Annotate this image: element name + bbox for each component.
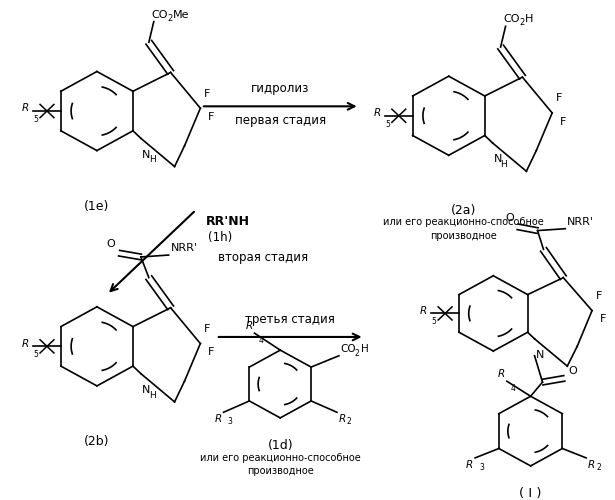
Text: 5: 5 (33, 350, 38, 359)
Text: 2: 2 (355, 348, 360, 358)
Text: R: R (420, 306, 427, 316)
Text: CO: CO (152, 10, 169, 20)
Text: CO: CO (341, 344, 357, 354)
Text: R: R (22, 338, 29, 348)
Text: 2: 2 (520, 18, 525, 28)
Text: F: F (208, 348, 215, 358)
Text: H: H (525, 14, 533, 24)
Text: или его реакционно-способное
производное: или его реакционно-способное производное (200, 452, 360, 476)
Text: NRR': NRR' (567, 217, 594, 227)
Text: H: H (360, 344, 368, 354)
Text: 2: 2 (596, 462, 601, 471)
Text: (2a): (2a) (451, 204, 476, 217)
Text: N: N (142, 150, 150, 160)
Text: R: R (588, 460, 595, 470)
Text: N: N (142, 385, 150, 395)
Text: третья стадия: третья стадия (245, 312, 335, 326)
Text: 5: 5 (33, 115, 38, 124)
Text: (1d): (1d) (268, 438, 293, 452)
Text: R: R (466, 460, 473, 470)
Text: 4: 4 (258, 336, 263, 345)
Text: H: H (149, 156, 156, 164)
Text: O: O (568, 366, 577, 376)
Text: CO: CO (504, 14, 520, 24)
Text: 2: 2 (168, 14, 173, 22)
Text: H: H (149, 390, 156, 400)
Text: R: R (498, 370, 505, 380)
Text: гидролиз: гидролиз (251, 82, 309, 95)
Text: 5: 5 (385, 120, 390, 128)
Text: 2: 2 (347, 417, 352, 426)
Text: R: R (22, 103, 29, 113)
Text: F: F (556, 94, 563, 104)
Text: (1h): (1h) (208, 230, 232, 243)
Text: O: O (505, 213, 514, 223)
Text: (1e): (1e) (84, 200, 109, 212)
Text: NRR': NRR' (170, 243, 197, 253)
Text: F: F (596, 291, 602, 301)
Text: O: O (106, 240, 115, 250)
Text: первая стадия: первая стадия (235, 114, 326, 127)
Text: N: N (494, 154, 502, 164)
Text: F: F (600, 314, 606, 324)
Text: или его реакционно-способное
производное: или его реакционно-способное производное (383, 218, 544, 240)
Text: F: F (204, 89, 211, 99)
Text: вторая стадия: вторая стадия (218, 252, 308, 264)
Text: 3: 3 (228, 417, 232, 426)
Text: R: R (374, 108, 381, 118)
Text: ( I ): ( I ) (519, 486, 542, 500)
Text: 5: 5 (431, 317, 436, 326)
Text: F: F (208, 112, 215, 122)
Text: H: H (501, 160, 507, 169)
Text: Me: Me (173, 10, 189, 20)
Text: N: N (536, 350, 544, 360)
Text: R: R (245, 322, 253, 332)
Text: F: F (204, 324, 211, 334)
Text: 3: 3 (479, 462, 484, 471)
Text: 4: 4 (511, 384, 515, 393)
Text: F: F (560, 116, 566, 126)
Text: R: R (215, 414, 221, 424)
Text: (2b): (2b) (84, 435, 109, 448)
Text: R: R (339, 414, 346, 424)
Text: RR'NH: RR'NH (206, 214, 250, 228)
